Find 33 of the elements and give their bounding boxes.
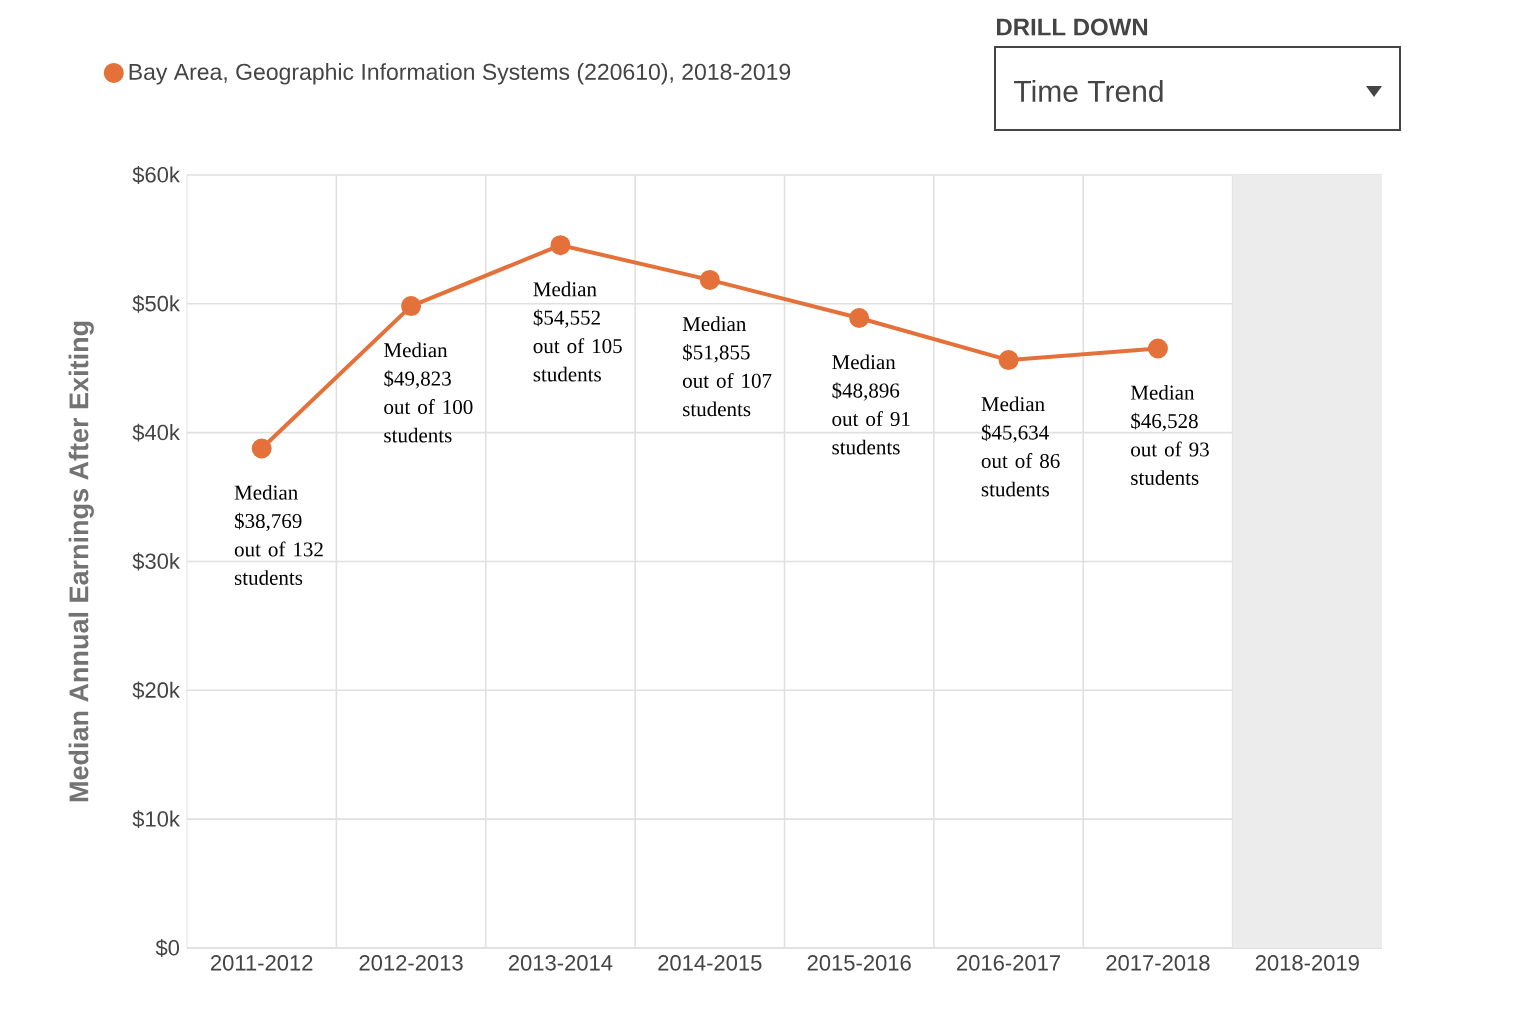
point: [251, 438, 272, 459]
data-label: Median $48,896 out of 91 students: [832, 354, 910, 455]
data-label: Median $51,855 out of 107 students: [682, 316, 772, 417]
data-label: Median $38,769 out of 132 students: [234, 484, 323, 585]
point: [699, 269, 720, 290]
y-tick-label: $20k: [132, 681, 180, 700]
point: [401, 296, 422, 317]
data-label: Median $49,823 out of 100 students: [384, 342, 473, 443]
y-tick-label: $60k: [132, 166, 180, 184]
data-label: Median $45,634 out of 86 students: [981, 396, 1060, 497]
text: Time Trend: [1014, 79, 1163, 102]
x-tick-label: 2012-2013: [359, 955, 463, 971]
y-tick-label: $10k: [132, 810, 180, 829]
x-tick-label: 2013-2014: [508, 955, 613, 971]
data-label: Median $46,528 out of 93 students: [1130, 384, 1209, 485]
text: DRILL DOWN: [997, 18, 1148, 36]
y-tick-label: $40k: [132, 423, 180, 442]
point: [849, 308, 870, 329]
x-tick-label: 2011-2012: [211, 955, 313, 971]
point: [998, 350, 1019, 371]
y-axis-title: Median Annual Earnings After Exiting: [68, 321, 94, 802]
y-tick-label: $0: [155, 939, 180, 957]
x-tick-label: 2017-2018: [1106, 955, 1210, 971]
x-tick-label: 2018-2019: [1255, 955, 1359, 971]
x-tick-label: 2016-2017: [957, 955, 1061, 971]
legend-label: Bay Area, Geographic Information Systems (220610), 2018-2019: [129, 63, 791, 85]
point: [550, 235, 571, 256]
x-tick-label: 2015-2016: [807, 955, 911, 971]
y-tick-label: $30k: [132, 552, 180, 571]
point: [1147, 338, 1168, 359]
x-tick-label: 2014-2015: [658, 955, 762, 971]
data-label: Median $54,552 out of 105 students: [533, 281, 622, 382]
y-tick-label: $50k: [132, 294, 180, 313]
